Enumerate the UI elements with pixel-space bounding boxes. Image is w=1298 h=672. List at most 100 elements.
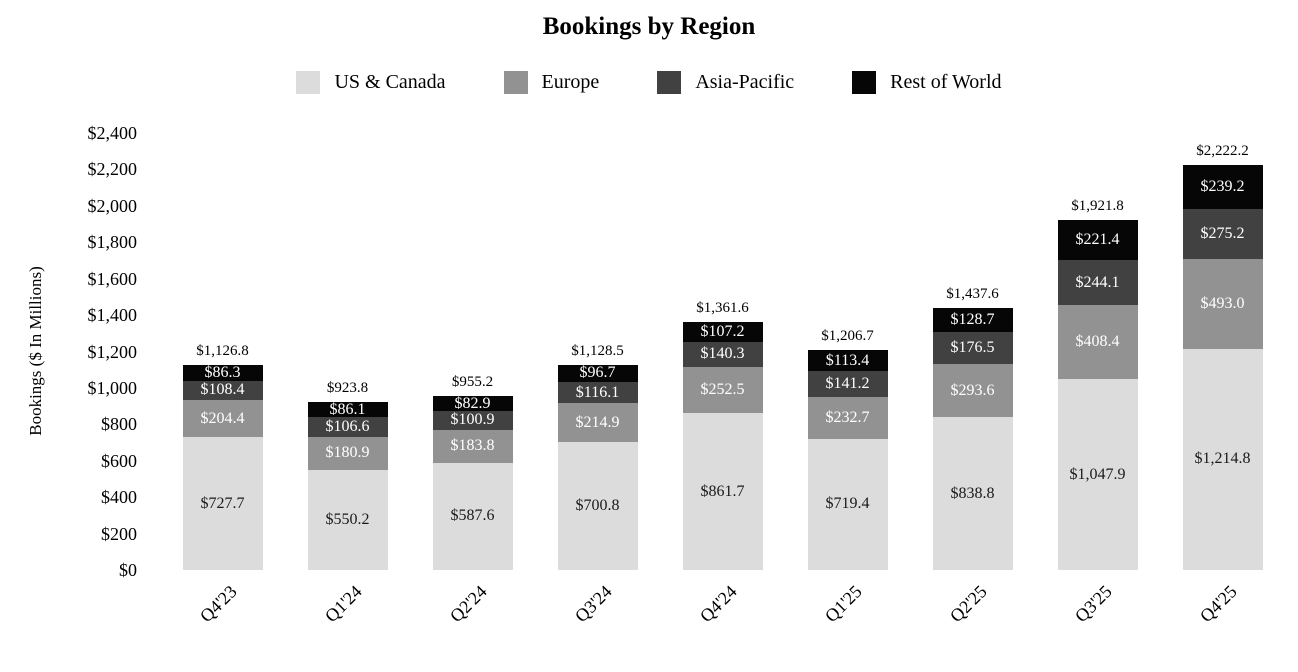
legend-swatch-asia-pacific [657,71,682,94]
bar-total-label: $1,126.8 [196,342,249,359]
bar-segment-label: $232.7 [825,408,870,426]
bar-segment-europe-q2-25: $293.6 [932,363,1013,418]
bar-segment-label: $107.2 [700,322,745,340]
bar-segment-label: $275.2 [1200,224,1245,242]
bar-segment-label: $221.4 [1075,231,1120,249]
bar-segment-label: $1,047.9 [1069,465,1126,483]
bar-segment-label: $700.8 [575,497,620,515]
bar-total-label: $1,128.5 [571,342,624,359]
bar-segment-label: $180.9 [325,444,370,462]
bar-segment-rest-of-world-q2-24: $82.9 [432,394,513,412]
bar-segment-us-canada-q1-25: $719.4 [807,439,888,570]
legend: US & Canada Europe Asia-Pacific Rest of Wor… [0,71,1298,94]
bar-total-label: $1,206.7 [821,328,874,345]
bar-segment-label: $100.9 [450,411,495,429]
bar-segment-asia-pacific-q1-24: $106.6 [307,417,388,437]
bar-segment-rest-of-world-q1-24: $86.1 [307,400,388,418]
x-axis-label: Q4'25 [1196,581,1241,627]
bar-segment-label: $861.7 [700,482,745,500]
bar-segment-label: $106.6 [325,418,370,436]
bar-segment-label: $86.1 [329,400,366,418]
bar-total-label: $955.2 [451,374,494,391]
x-axis-label: Q3'24 [571,581,616,627]
bar-segment-us-canada-q3-25: $1,047.9 [1057,379,1138,570]
bar-segment-label: $176.5 [950,338,995,356]
bar-segment-label: $82.9 [454,394,491,412]
bar-segment-rest-of-world-q4-24: $107.2 [682,322,763,342]
bar-segment-label: $293.6 [950,381,995,399]
bar-segment-europe-q1-25: $232.7 [807,396,888,439]
bar-segment-label: $727.7 [200,494,245,512]
bar-segment-us-canada-q4-24: $861.7 [682,413,763,570]
bar-segment-asia-pacific-q1-25: $141.2 [807,370,888,397]
x-axis-label: Q2'24 [446,581,491,627]
bar-segment-label: $838.8 [950,484,995,502]
bar-segment-europe-q3-24: $214.9 [557,403,638,443]
bar-segment-label: $493.0 [1200,294,1245,312]
bar-segment-asia-pacific-q4-25: $275.2 [1182,208,1263,260]
bar-segment-label: $141.2 [825,374,870,392]
bar-segment-us-canada-q4-25: $1,214.8 [1182,348,1263,570]
bar-segment-rest-of-world-q2-25: $128.7 [932,308,1013,332]
bar-segment-europe-q2-24: $183.8 [432,429,513,463]
legend-label: US & Canada [334,71,446,93]
legend-swatch-rest-of-world [852,71,877,94]
bar-segment-asia-pacific-q4-24: $140.3 [682,341,763,368]
y-tick-label: $1,400 [87,305,138,326]
y-tick-label: $1,600 [87,268,138,289]
bar-segment-us-canada-q1-24: $550.2 [307,469,388,570]
y-tick-label: $200 [101,523,137,544]
x-axis-label: Q3'25 [1071,581,1116,627]
bar-total-label: $923.8 [326,379,369,396]
bar-segment-europe-q4-23: $204.4 [182,400,263,438]
y-tick-label: $2,000 [87,195,138,216]
bar-segment-rest-of-world-q3-24: $96.7 [557,364,638,383]
y-tick-label: $400 [101,487,137,508]
legend-item-asia-pacific: Asia-Pacific [657,71,794,94]
bar-segment-label: $252.5 [700,381,745,399]
legend-item-rest-of-world: Rest of World [852,71,1002,94]
legend-swatch-europe [503,71,528,94]
bar-segment-label: $719.4 [825,495,870,513]
bar-segment-label: $108.4 [200,381,245,399]
bar-segment-label: $204.4 [200,409,245,427]
y-tick-label: $1,200 [87,341,138,362]
bar-total-label: $1,437.6 [946,286,999,303]
x-axis-label: Q4'24 [696,581,741,627]
x-axis-label: Q1'25 [821,581,866,627]
bar-segment-label: $1,214.8 [1194,450,1251,468]
bar-segment-label: $140.3 [700,345,745,363]
y-tick-label: $2,400 [87,123,138,143]
bar-segment-label: $550.2 [325,510,370,528]
y-tick-label: $0 [119,560,137,580]
bar-segment-rest-of-world-q4-23: $86.3 [182,363,263,381]
bar-segment-label: $86.3 [204,363,241,381]
bar-segment-label: $183.8 [450,437,495,455]
y-tick-label: $1,800 [87,232,138,253]
bar-segment-label: $239.2 [1200,178,1245,196]
y-tick-label: $600 [101,450,137,471]
bar-segment-us-canada-q4-23: $727.7 [182,437,263,570]
bar-segment-us-canada-q3-24: $700.8 [557,442,638,570]
y-tick-label: $2,200 [87,159,138,180]
bar-segment-us-canada-q2-24: $587.6 [432,463,513,570]
bar-segment-rest-of-world-q3-25: $221.4 [1057,220,1138,261]
y-tick-label: $1,000 [87,377,138,398]
bar-segment-label: $96.7 [579,364,616,382]
bar-segment-us-canada-q2-25: $838.8 [932,417,1013,570]
legend-item-europe: Europe [503,71,599,94]
x-axis-label: Q2'25 [946,581,991,627]
x-axis-label: Q4'23 [196,581,241,627]
bar-segment-asia-pacific-q3-24: $116.1 [557,382,638,404]
bar-segment-asia-pacific-q2-25: $176.5 [932,331,1013,364]
bar-total-label: $1,361.6 [696,300,749,317]
bar-segment-asia-pacific-q3-25: $244.1 [1057,260,1138,305]
bar-segment-europe-q4-24: $252.5 [682,367,763,414]
y-tick-label: $800 [101,414,137,435]
bar-segment-europe-q1-24: $180.9 [307,436,388,470]
bar-segment-label: $408.4 [1075,333,1120,350]
bar-segment-label: $214.9 [575,413,620,431]
bar-segment-asia-pacific-q2-24: $100.9 [432,411,513,430]
bar-segment-label: $587.6 [450,507,495,525]
bar-segment-asia-pacific-q4-23: $108.4 [182,380,263,401]
